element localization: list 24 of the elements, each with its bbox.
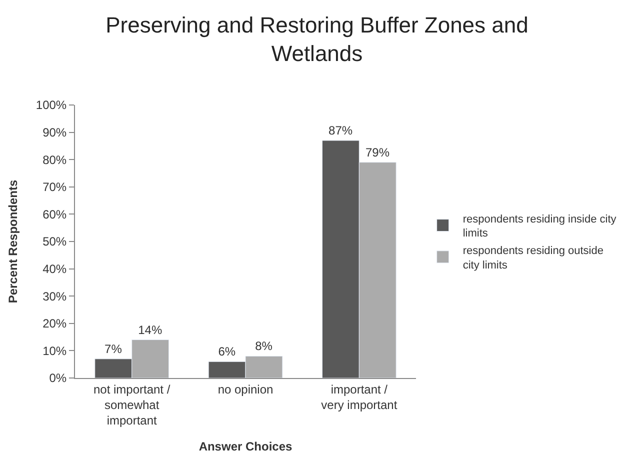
y-tick-label: 60%: [42, 207, 67, 222]
y-tick-label: 90%: [42, 126, 67, 140]
y-tick-label: 50%: [42, 234, 67, 249]
y-tick-label: 40%: [42, 262, 67, 276]
y-tick-label: 0%: [49, 371, 67, 386]
data-label: 8%: [255, 339, 273, 354]
x-tick-label: not important / somewhat important: [93, 382, 171, 428]
data-label: 79%: [365, 145, 390, 160]
y-axis-title: Percent Respondents: [6, 180, 20, 304]
data-label: 14%: [138, 322, 162, 337]
y-tick-label: 70%: [42, 180, 67, 194]
x-tick-label: important / very important: [321, 382, 398, 412]
data-label: 6%: [218, 344, 236, 359]
y-tick-label: 30%: [42, 289, 67, 304]
data-label: 87%: [328, 123, 353, 138]
chart-title: Preserving and Restoring Buffer Zones and Wetlands: [106, 12, 528, 66]
y-tick-label: 100%: [36, 98, 67, 112]
x-tick-label: no opinion: [218, 382, 274, 396]
y-tick-label: 80%: [42, 152, 67, 167]
y-tick-label: 20%: [42, 316, 67, 331]
y-tick-label: 10%: [42, 344, 67, 358]
legend-label: respondents residing outside city limits: [462, 245, 604, 272]
x-axis-title: Answer Choices: [198, 440, 292, 454]
data-label: 7%: [104, 342, 122, 356]
